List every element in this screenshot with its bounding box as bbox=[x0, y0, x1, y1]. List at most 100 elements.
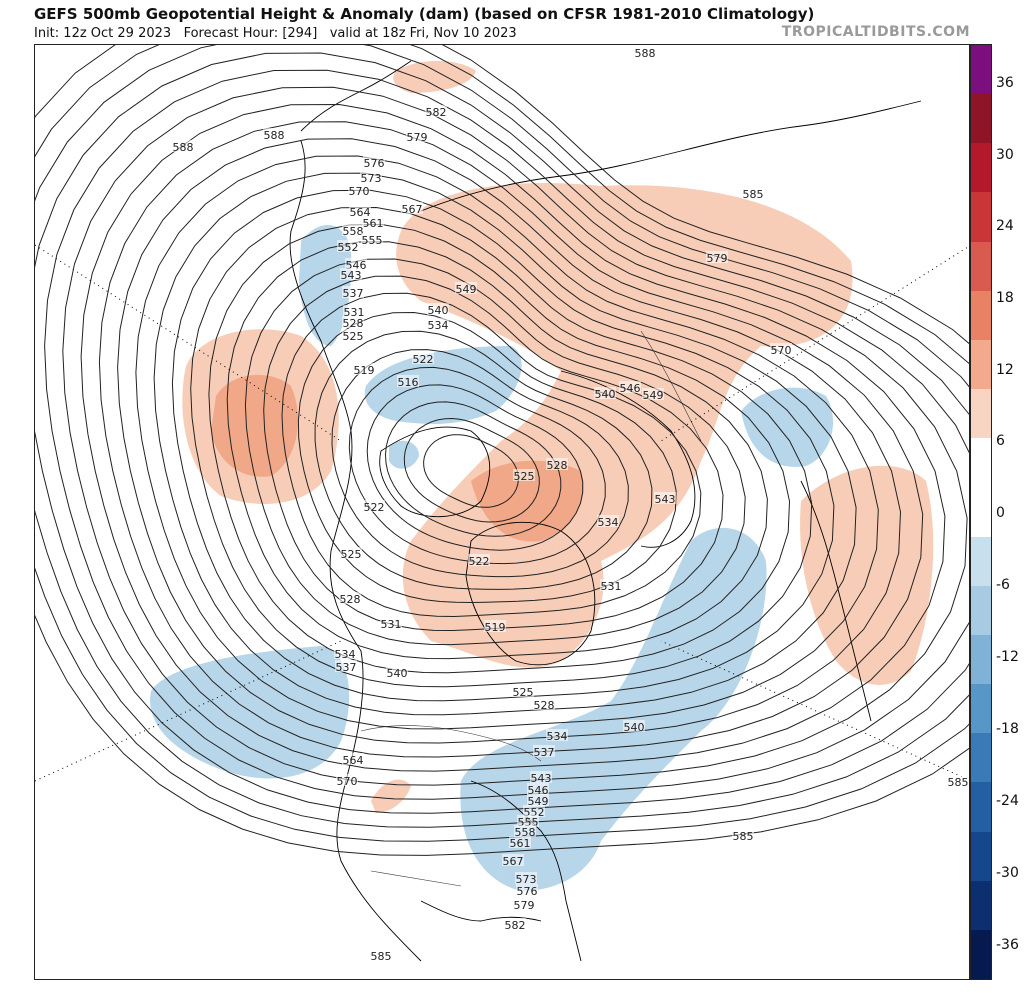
contour-label: 588 bbox=[635, 47, 656, 60]
contour-label: 543 bbox=[531, 772, 552, 785]
height-contour-line bbox=[366, 384, 584, 551]
contour-label: 552 bbox=[338, 241, 359, 254]
anomaly-north-atlantic-positive bbox=[393, 60, 476, 93]
anomaly-north-pacific-negative bbox=[150, 646, 350, 779]
contour-label-bg bbox=[348, 184, 370, 196]
contour-label: 585 bbox=[948, 776, 969, 789]
coast-hudson-bay bbox=[379, 426, 491, 518]
contour-label: 537 bbox=[336, 661, 357, 674]
contour-label-bg bbox=[597, 515, 619, 527]
contour-label: 555 bbox=[362, 234, 383, 247]
colorbar-tick-label: 0 bbox=[996, 505, 1005, 521]
contour-label: 522 bbox=[413, 353, 434, 366]
contour-label: 549 bbox=[456, 283, 477, 296]
contour-label: 534 bbox=[428, 319, 449, 332]
contour-label-bg bbox=[263, 128, 285, 140]
colorbar-segment bbox=[971, 733, 991, 783]
contour-label: 525 bbox=[514, 470, 535, 483]
contour-label-bg bbox=[401, 202, 423, 214]
contour-label-bg bbox=[425, 105, 447, 117]
contour-label: 534 bbox=[335, 648, 356, 661]
height-contour-line bbox=[190, 206, 813, 688]
contour-label: 564 bbox=[350, 206, 371, 219]
contour-label-bg bbox=[706, 251, 728, 263]
contour-label: 519 bbox=[485, 621, 506, 634]
contour-label-bg bbox=[340, 268, 362, 280]
colorbar-segment bbox=[971, 487, 991, 538]
contour-label-bg bbox=[513, 469, 535, 481]
graticule bbox=[35, 244, 969, 782]
contour-label-bg bbox=[600, 579, 622, 591]
height-contour-line bbox=[135, 155, 879, 730]
height-contour-line bbox=[331, 349, 629, 578]
colorbar-segment bbox=[971, 684, 991, 734]
height-contours bbox=[35, 45, 969, 856]
contour-label-bg bbox=[339, 592, 361, 604]
colorbar-tick-label: -18 bbox=[996, 721, 1019, 737]
contour-label: 582 bbox=[426, 106, 447, 119]
map-svg: 5885825795765735705675645615585555525465… bbox=[35, 45, 969, 963]
anomaly-west-pacific-core bbox=[211, 374, 299, 477]
contour-label: 579 bbox=[407, 131, 428, 144]
contour-label-bg bbox=[334, 647, 356, 659]
graticule-line-nw bbox=[35, 244, 342, 442]
contour-label-bg bbox=[947, 775, 969, 787]
contour-label-bg bbox=[527, 783, 549, 795]
forecast-hour: Forecast Hour: [294] bbox=[183, 26, 318, 41]
colorbar-tick-label: 30 bbox=[996, 147, 1014, 163]
contour-label-bg bbox=[342, 329, 364, 341]
contour-label-bg bbox=[654, 492, 676, 504]
contour-label-bg bbox=[770, 343, 792, 355]
height-contour-line bbox=[423, 434, 519, 508]
contour-label-bg bbox=[363, 156, 385, 168]
height-contour-line bbox=[80, 103, 946, 772]
contour-label: 546 bbox=[528, 784, 549, 797]
height-contour-line bbox=[98, 121, 924, 758]
contour-label: 561 bbox=[363, 217, 384, 230]
colorbar-segment bbox=[971, 192, 991, 243]
contour-label: 570 bbox=[771, 344, 792, 357]
contour-label: 573 bbox=[361, 172, 382, 185]
contour-label: 534 bbox=[598, 516, 619, 529]
contour-label: 540 bbox=[624, 721, 645, 734]
contour-label: 522 bbox=[364, 501, 385, 514]
contour-label-bg bbox=[345, 258, 367, 270]
chart-title: GEFS 500mb Geopotential Height & Anomaly… bbox=[34, 5, 815, 23]
contour-label-bg bbox=[533, 745, 555, 757]
contour-label-bg bbox=[427, 318, 449, 330]
source-credit: TROPICALTIDBITS.COM bbox=[781, 24, 970, 40]
contour-label-bg bbox=[546, 458, 568, 470]
contour-label: 543 bbox=[341, 269, 362, 282]
graticule-line-sw bbox=[35, 640, 342, 782]
contour-label: 561 bbox=[510, 837, 531, 850]
contour-label-bg bbox=[504, 918, 526, 930]
colorbar-segment bbox=[971, 143, 991, 193]
contour-label: 570 bbox=[349, 185, 370, 198]
contour-label-bg bbox=[342, 286, 364, 298]
colorbar-tick-label: -36 bbox=[996, 937, 1019, 953]
contour-label: 564 bbox=[343, 754, 364, 767]
graticule-line-ne bbox=[660, 245, 969, 442]
contour-label-bg bbox=[517, 815, 539, 827]
contour-label: 585 bbox=[371, 950, 392, 963]
height-contour-line bbox=[226, 241, 768, 660]
colorbar-tick-label: -24 bbox=[996, 793, 1019, 809]
height-contour-line bbox=[208, 224, 791, 674]
coast-mexico-gulf bbox=[420, 900, 542, 922]
contour-label-bg bbox=[380, 617, 402, 629]
anomaly-east-eurasia-positive bbox=[800, 465, 934, 685]
contour-label: 537 bbox=[534, 746, 555, 759]
contour-label: 567 bbox=[402, 203, 423, 216]
contour-label-bg bbox=[594, 387, 616, 399]
contour-label-bg bbox=[343, 305, 365, 317]
colorbar-segment bbox=[971, 389, 991, 439]
contour-label-bg bbox=[509, 836, 531, 848]
contour-label-bg bbox=[516, 884, 538, 896]
anomaly-arctic-eurasia-positive bbox=[396, 183, 853, 668]
colorbar-segment bbox=[971, 45, 991, 95]
colorbar-tick-label: 36 bbox=[996, 75, 1014, 91]
contour-label: 537 bbox=[343, 287, 364, 300]
contour-label-bg bbox=[468, 554, 490, 566]
border-us-canada bbox=[360, 725, 542, 762]
contour-label: 588 bbox=[173, 141, 194, 154]
